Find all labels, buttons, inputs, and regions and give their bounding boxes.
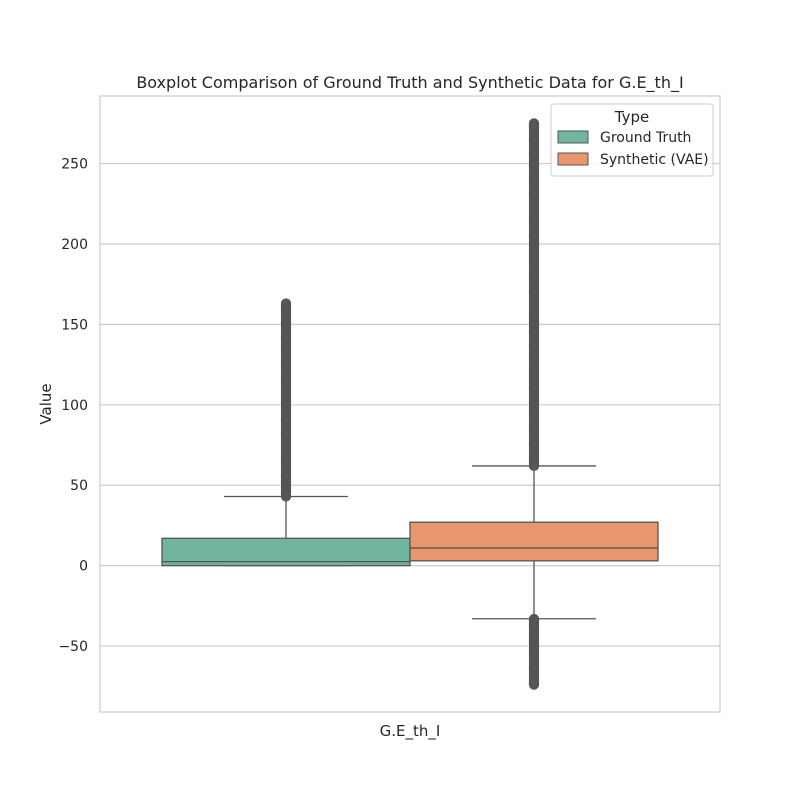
legend-label-ground-truth: Ground Truth	[600, 130, 691, 146]
y-tick-label: 250	[61, 157, 88, 173]
y-tick-label: 200	[61, 237, 88, 253]
x-axis-label: G.E_th_I	[380, 722, 441, 741]
y-tick-label: 150	[61, 317, 88, 333]
legend-title: Type	[614, 108, 649, 126]
outlier-point	[528, 118, 540, 129]
chart-title: Boxplot Comparison of Ground Truth and S…	[136, 73, 683, 93]
box-synthetic-vae	[409, 118, 659, 690]
boxes	[161, 118, 659, 690]
legend-label-synthetic-vae: Synthetic (VAE)	[600, 152, 709, 168]
legend: Type Ground Truth Synthetic (VAE)	[550, 103, 714, 177]
y-tick-label: 100	[61, 398, 88, 414]
outlier-point	[280, 298, 292, 309]
legend-frame	[550, 103, 714, 177]
legend-swatch-ground-truth	[557, 130, 589, 144]
y-axis-label: Value	[37, 383, 55, 424]
y-tick-label: 50	[70, 478, 88, 494]
y-tick-label: −50	[58, 639, 88, 655]
box-ground-truth	[161, 298, 411, 567]
plot-frame	[99, 95, 721, 713]
y-tick-label: 0	[79, 559, 88, 575]
y-tick-labels: −50 0 50 100 150 200 250	[58, 157, 88, 656]
box-iqr	[409, 521, 659, 562]
legend-swatch-synthetic-vae	[557, 152, 589, 166]
